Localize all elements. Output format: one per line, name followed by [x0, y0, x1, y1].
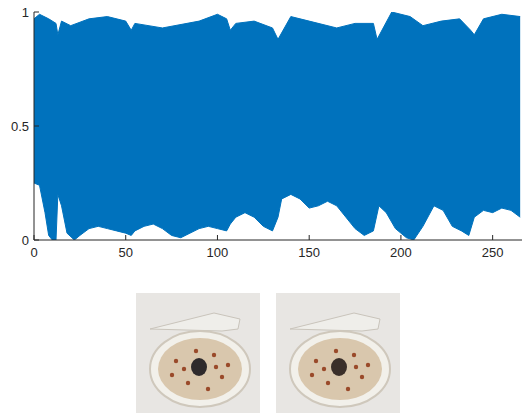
- stain: [314, 359, 318, 363]
- stain: [226, 363, 230, 367]
- pellet: [331, 358, 347, 376]
- stain: [360, 375, 364, 379]
- cup-handle: [290, 313, 380, 331]
- stain: [322, 367, 326, 371]
- cup-rim: [290, 331, 390, 407]
- stain: [174, 359, 178, 363]
- y-tick: [34, 126, 39, 127]
- y-tick-label: 1: [22, 5, 29, 20]
- stain: [194, 349, 198, 353]
- x-tick: [492, 235, 493, 240]
- x-tick-label: 100: [207, 245, 229, 260]
- x-tick-label: 200: [390, 245, 412, 260]
- x-tick-label: 250: [482, 245, 504, 260]
- pellet: [191, 358, 207, 376]
- stain: [212, 353, 216, 357]
- stain: [352, 353, 356, 357]
- x-axis: [34, 240, 522, 241]
- envelope-line: [34, 183, 520, 240]
- stain: [220, 375, 224, 379]
- x-tick: [309, 235, 310, 240]
- x-tick: [125, 235, 126, 240]
- y-tick: [34, 12, 39, 13]
- stain: [354, 365, 358, 369]
- stain: [206, 387, 210, 391]
- photo-bg: [276, 293, 400, 413]
- x-tick: [217, 235, 218, 240]
- chart: 0 50 100 150 200 250 0 0.5 1: [0, 0, 531, 415]
- stain: [186, 381, 190, 385]
- photo: [136, 293, 260, 413]
- stain: [346, 387, 350, 391]
- x-tick: [400, 235, 401, 240]
- y-tick-label: 0: [22, 233, 29, 248]
- stain: [170, 373, 174, 377]
- stain: [310, 373, 314, 377]
- stain: [326, 381, 330, 385]
- y-tick: [34, 240, 39, 241]
- stain: [334, 349, 338, 353]
- photo: [276, 293, 400, 413]
- cup-rim: [150, 331, 250, 407]
- x-tick-label: 150: [298, 245, 320, 260]
- y-tick-label: 0.5: [11, 119, 29, 134]
- cup-handle: [150, 313, 240, 331]
- x-tick-label: 0: [30, 245, 37, 260]
- x-tick-label: 50: [118, 245, 132, 260]
- cup-floor: [298, 338, 382, 400]
- stain: [366, 363, 370, 367]
- stain: [214, 365, 218, 369]
- envelope-line: [34, 12, 520, 39]
- stain: [182, 367, 186, 371]
- cup-floor: [158, 338, 242, 400]
- plot-area: [34, 12, 520, 240]
- x-tick: [34, 235, 35, 240]
- signal-band: [34, 12, 520, 240]
- photo-bg: [136, 293, 260, 413]
